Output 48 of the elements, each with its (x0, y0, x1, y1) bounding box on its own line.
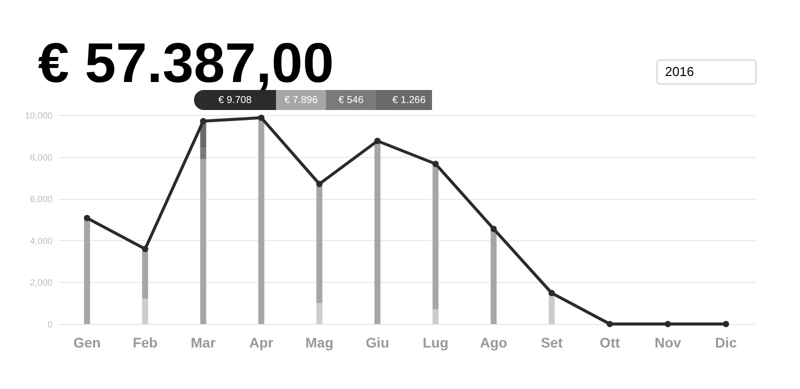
y-tick-label: 8,000 (30, 152, 52, 162)
point (664, 320, 672, 328)
x-tick-label: Set (540, 334, 563, 350)
x-tick-label: Nov (654, 334, 682, 350)
bar (432, 309, 439, 324)
y-tick-label: 4,000 (30, 236, 52, 246)
point (432, 160, 439, 168)
bar (200, 148, 206, 159)
point (258, 114, 264, 121)
x-tick-label: Dic (715, 334, 738, 350)
text: € 7.896 (284, 95, 318, 106)
x-tick-label: Mag (305, 334, 334, 350)
bar (548, 293, 555, 324)
x-tick-label: Ott (600, 334, 620, 350)
bar (490, 228, 497, 324)
x-tick-label: Mar (190, 334, 216, 350)
bar (316, 303, 322, 324)
text: € 9.708 (218, 95, 252, 106)
chart-title: € 57.387,00 (38, 31, 334, 94)
bar (200, 158, 206, 324)
x-tick-label: Feb (132, 334, 158, 350)
point (200, 118, 206, 124)
bar (316, 184, 322, 304)
point (722, 320, 730, 328)
x-tick-label: Ago (480, 334, 508, 350)
point (142, 246, 148, 252)
bar (142, 248, 148, 299)
x-tick-label: Lug (422, 334, 448, 350)
point (490, 226, 497, 232)
chart-subtitle: 2016 (665, 64, 694, 79)
y-tick-label: 10,000 (24, 110, 52, 120)
point (548, 290, 555, 296)
bar (142, 298, 148, 324)
x-tick-label: Apr (249, 334, 274, 350)
text: € 1.266 (392, 95, 426, 106)
y-tick-label: 6,000 (30, 194, 52, 204)
bar (432, 164, 439, 310)
point (316, 180, 323, 188)
point (374, 138, 381, 144)
x-tick-label: Gen (73, 334, 101, 350)
y-tick-label: 0 (47, 320, 52, 330)
bar (258, 118, 264, 324)
point (84, 214, 90, 222)
y-tick-label: 2,000 (30, 278, 52, 288)
point (606, 320, 613, 328)
bar (84, 218, 90, 324)
x-tick-label: Giu (366, 334, 390, 350)
text: € 546 (338, 95, 364, 106)
